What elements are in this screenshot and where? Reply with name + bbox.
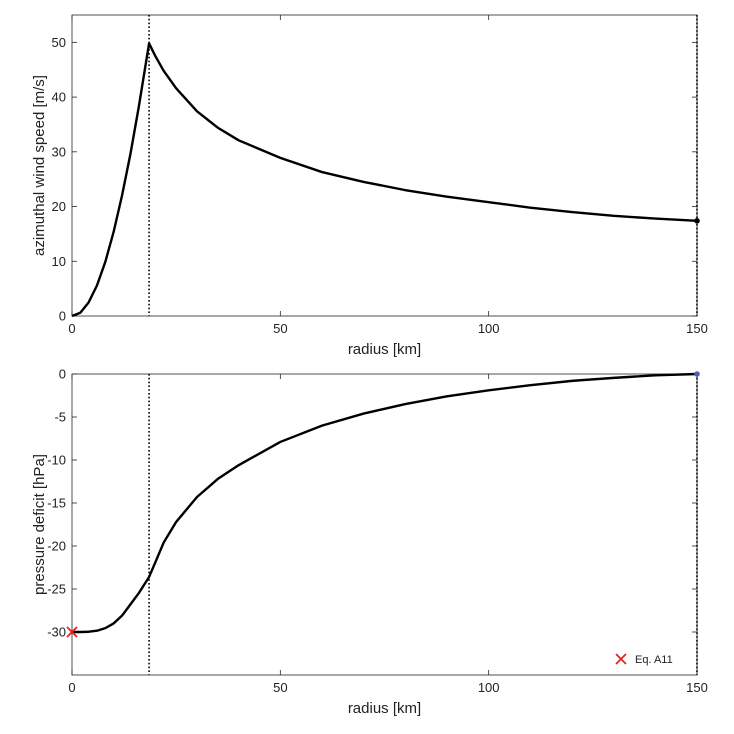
x-tick-label: 150 [686,680,708,695]
y-tick-label: 40 [52,90,66,105]
wind-speed-chart: 0 50 100 150 0 10 20 30 40 50 radius [km] azimuthal… [31,14,708,358]
pressure-deficit-chart: 0 50 100 150 0 -5 -10 -15 -20 -25 -30 radius [km] pr… [31,367,708,718]
x-axis-label: radius [km] [348,341,421,358]
x-tick-label: 100 [478,680,500,695]
y-tick-label: -15 [47,496,66,511]
y-tick-label: -30 [47,625,66,640]
x-tick-label: 50 [273,321,287,336]
y-tick-label: 20 [52,199,66,214]
y-tick-label: -20 [47,539,66,554]
endpoint-marker [694,217,700,224]
eq-a11-marker [66,626,78,638]
series-line [72,372,698,634]
y-tick-label: 0 [59,367,66,382]
x-tick-label: 0 [68,680,75,695]
y-tick-label: 0 [59,309,66,324]
x-tick-label: 0 [68,321,75,336]
axes-box [71,14,698,317]
legend: Eq. A11 [615,653,673,666]
y-tick-label: 30 [52,144,66,159]
legend-label: Eq. A11 [635,654,673,666]
series-line [71,42,698,318]
y-tick-label: 10 [52,254,66,269]
y-tick-label: -10 [47,453,66,468]
y-tick-label: 50 [52,35,66,50]
y-axis-label: azimuthal wind speed [m/s] [31,75,48,256]
legend-x-icon [615,653,627,665]
x-axis-label: radius [km] [348,700,421,717]
y-tick-label: -25 [47,582,66,597]
endpoint-marker [694,371,700,377]
axes-box [71,373,698,676]
x-tick-label: 100 [478,321,500,336]
y-axis-label: pressure deficit [hPa] [31,454,48,595]
x-tick-label: 150 [686,321,708,336]
x-tick-label: 50 [273,680,287,695]
y-tick-label: -5 [54,410,66,425]
